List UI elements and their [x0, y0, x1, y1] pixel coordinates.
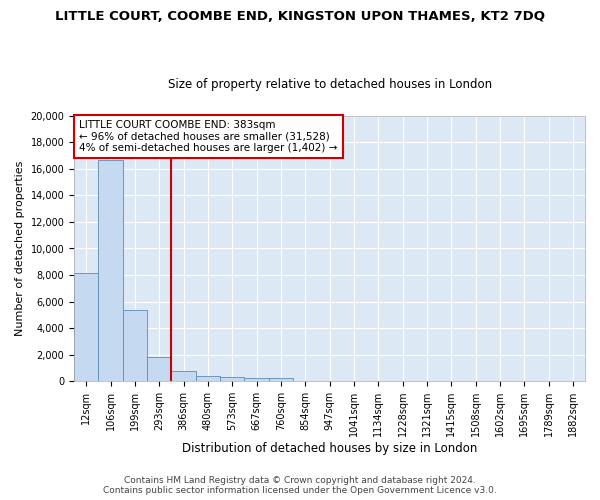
Text: LITTLE COURT, COOMBE END, KINGSTON UPON THAMES, KT2 7DQ: LITTLE COURT, COOMBE END, KINGSTON UPON …	[55, 10, 545, 23]
Text: Contains HM Land Registry data © Crown copyright and database right 2024.
Contai: Contains HM Land Registry data © Crown c…	[103, 476, 497, 495]
Bar	[172, 372, 196, 381]
Text: LITTLE COURT COOMBE END: 383sqm
← 96% of detached houses are smaller (31,528)
4%: LITTLE COURT COOMBE END: 383sqm ← 96% of…	[79, 120, 338, 153]
Bar	[244, 378, 269, 381]
Bar	[220, 378, 244, 381]
X-axis label: Distribution of detached houses by size in London: Distribution of detached houses by size …	[182, 442, 477, 455]
Y-axis label: Number of detached properties: Number of detached properties	[15, 161, 25, 336]
Bar	[123, 310, 147, 381]
Bar	[147, 358, 172, 381]
Bar	[98, 160, 123, 381]
Bar	[269, 378, 293, 381]
Bar	[196, 376, 220, 381]
Bar	[74, 273, 98, 381]
Title: Size of property relative to detached houses in London: Size of property relative to detached ho…	[167, 78, 491, 91]
